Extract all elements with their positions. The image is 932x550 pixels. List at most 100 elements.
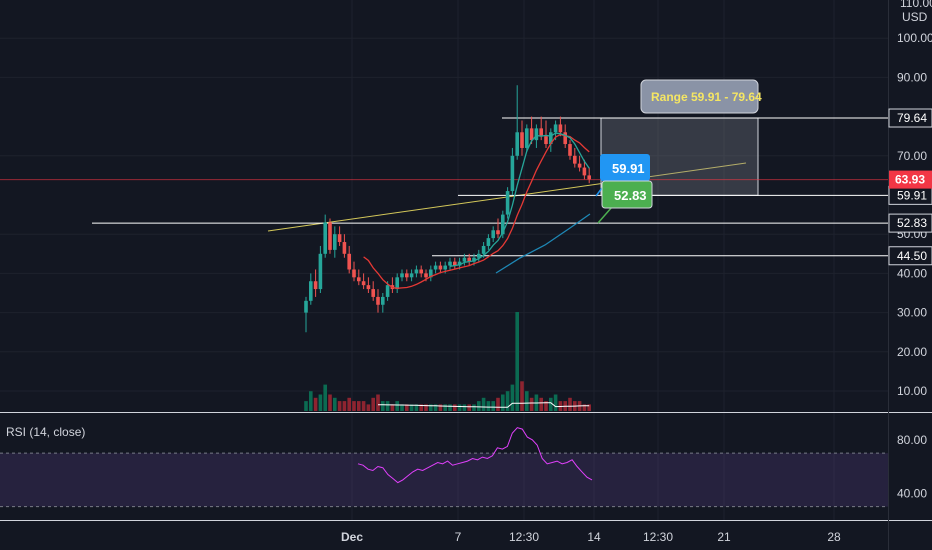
candle-body (462, 257, 467, 262)
rsi-tick-label: 40.00 (897, 486, 927, 500)
volume-bar (467, 404, 471, 411)
candle-body (395, 277, 399, 290)
candle-body (443, 265, 447, 270)
volume-bars (304, 312, 591, 411)
price-tick-label: 110.00 (900, 0, 932, 10)
volume-bar (395, 401, 399, 411)
volume-bar (385, 401, 390, 411)
time-tick-label: 12:30 (643, 530, 673, 544)
range-label-box (640, 79, 759, 114)
callout-pointer (597, 206, 613, 224)
volume-ma-line (378, 402, 590, 408)
candle-body (553, 124, 558, 133)
level-label: 44.50 (897, 249, 927, 263)
candle-body (477, 253, 481, 258)
volume-bar (424, 404, 428, 411)
volume-bar (371, 397, 375, 411)
candle-body (337, 234, 342, 243)
ma-long-line (495, 213, 591, 274)
candle-body (448, 261, 452, 266)
candle-body (481, 245, 486, 254)
level-label: 52.83 (897, 216, 927, 230)
volume-bar (313, 397, 318, 411)
volume-bar (477, 401, 481, 411)
drawings-layer (0, 117, 888, 257)
volume-bar (462, 404, 467, 411)
price-tick-label: 20.00 (897, 345, 927, 359)
volume-bar (333, 397, 337, 411)
volume-bar (429, 404, 433, 411)
time-tick-label: 21 (717, 530, 731, 544)
candle-body (414, 269, 419, 274)
price-tick-label: 100.00 (897, 31, 932, 45)
volume-bar (568, 397, 572, 411)
volume-bar (323, 384, 327, 411)
candle-body (549, 132, 553, 145)
volume-bar (304, 401, 308, 411)
candle-body (313, 281, 318, 290)
volume-bar (381, 401, 385, 411)
candle-body (582, 167, 587, 176)
candle-body (429, 269, 433, 278)
range-label: Range 59.91 - 79.64 (651, 90, 762, 104)
rsi-band (0, 453, 888, 507)
candle-body (573, 155, 577, 164)
volume-bar (510, 384, 515, 411)
candle-body (587, 175, 591, 180)
candle-body (376, 296, 380, 305)
candle-body (510, 155, 515, 192)
price-tick-label: 90.00 (897, 70, 927, 84)
candle-body (385, 285, 390, 297)
candle-body (323, 222, 327, 254)
candle-body (371, 289, 375, 297)
volume-bar (419, 404, 423, 411)
volume-bar (553, 394, 558, 411)
volume-bar (520, 381, 524, 411)
volume-bar (438, 404, 443, 411)
candle-body (534, 128, 539, 141)
level-label: 79.64 (897, 111, 927, 125)
price-tick-label: 30.00 (897, 306, 927, 320)
last-price-box (889, 170, 932, 189)
candle-body (342, 242, 347, 254)
volume-bar (587, 404, 591, 411)
volume-bar (481, 397, 486, 411)
candle-body (486, 238, 491, 246)
volume-bar (453, 404, 457, 411)
candle-body (529, 128, 534, 141)
callout-label: 59.91 (612, 161, 645, 176)
volume-bar (357, 401, 361, 411)
volume-bar (491, 401, 495, 411)
candle-body (409, 273, 414, 278)
volume-bar (549, 397, 553, 411)
volume-bar (309, 391, 313, 411)
time-tick-label: 14 (587, 530, 601, 544)
level-label: 59.91 (897, 188, 927, 202)
callout-label: 52.83 (614, 188, 647, 203)
candle-body (491, 230, 495, 239)
volume-bar (433, 404, 438, 411)
rsi-pane: RSI (14, close) (0, 425, 888, 508)
volume-bar (361, 401, 366, 411)
volume-bar (515, 312, 519, 411)
level-label-box (888, 246, 932, 266)
volume-bar (443, 404, 447, 411)
volume-bar (501, 394, 505, 411)
volume-bar (529, 397, 534, 411)
candle-body (496, 230, 500, 235)
candle-body (577, 163, 582, 168)
volume-bar (400, 404, 404, 411)
candle-body (400, 273, 404, 278)
rsi-label: RSI (14, close) (6, 425, 85, 439)
volume-bar (390, 404, 395, 411)
candle-body (405, 273, 409, 278)
ma-fast-line (363, 133, 590, 289)
volume-bar (448, 404, 452, 411)
candle-body (525, 128, 529, 148)
candle-body (433, 265, 438, 270)
candle-body (357, 277, 361, 282)
callout-box (600, 154, 650, 181)
level-label-box (888, 108, 932, 128)
time-tick-label: 7 (455, 530, 462, 544)
